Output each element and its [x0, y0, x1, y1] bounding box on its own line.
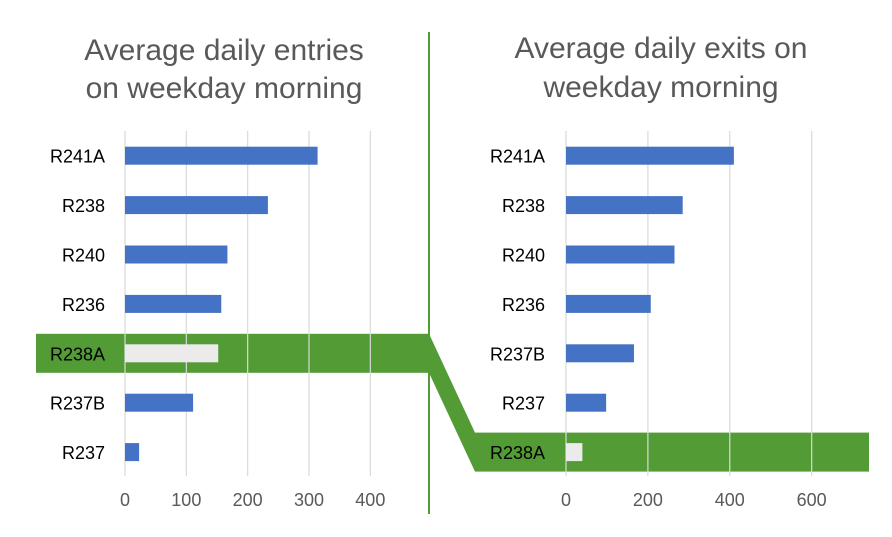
- entries-chart-title-line-1: Average daily entries: [84, 34, 364, 67]
- entries-bar-r238a: [125, 344, 219, 363]
- exits-category-label-r240: R240: [502, 246, 545, 266]
- highlight-band-layer: [36, 333, 869, 472]
- entries-bar-r241a: [125, 146, 318, 165]
- exits-x-tick-label: 400: [715, 490, 745, 510]
- exits-x-tick-label: 0: [561, 490, 571, 510]
- entries-category-label-r237: R237: [62, 443, 105, 463]
- entries-category-label-r236: R236: [62, 295, 105, 315]
- entries-x-tick-label: 200: [233, 490, 263, 510]
- entries-category-label-r240: R240: [62, 246, 105, 266]
- entries-x-tick-label: 100: [171, 490, 201, 510]
- exits-category-label-r241a: R241A: [490, 147, 545, 167]
- entries-bar-r236: [125, 294, 222, 313]
- exits-category-label-r238: R238: [502, 196, 545, 216]
- exits-bar-r237: [566, 393, 607, 412]
- exits-bar-r238: [566, 196, 683, 215]
- entries-bar-r238: [125, 196, 268, 215]
- entries-category-label-r237b: R237B: [50, 394, 105, 414]
- exits-bar-r237b: [566, 344, 634, 363]
- entries-bar-r237: [125, 443, 140, 462]
- entries-category-label-r238: R238: [62, 196, 105, 216]
- entries-chart: Average daily entries on weekday morning…: [50, 34, 385, 510]
- exits-bar-r236: [566, 294, 651, 313]
- entries-highlight-band: [36, 333, 429, 373]
- entries-bar-r237b: [125, 393, 194, 412]
- entries-x-tick-label: 0: [120, 490, 130, 510]
- exits-bar-r241a: [566, 146, 734, 165]
- exits-category-label-r237b: R237B: [490, 344, 545, 364]
- highlight-connector: [429, 333, 475, 472]
- exits-chart-title-line-1: Average daily exits on: [515, 32, 808, 65]
- exits-bar-r240: [566, 245, 675, 264]
- exits-chart-title-line-2: weekday morning: [542, 71, 778, 104]
- entries-category-label-r238a: R238A: [50, 344, 105, 364]
- exits-chart: Average daily exits on weekday morning R…: [490, 32, 827, 510]
- entries-bar-r240: [125, 245, 228, 264]
- exits-bar-r238a: [566, 443, 583, 462]
- exits-category-label-r236: R236: [502, 295, 545, 315]
- entries-x-tick-label: 300: [294, 490, 324, 510]
- entries-chart-title-line-2: on weekday morning: [86, 72, 363, 105]
- exits-x-tick-label: 200: [633, 490, 663, 510]
- exits-category-label-r237: R237: [502, 394, 545, 414]
- exits-highlight-band: [475, 432, 869, 472]
- exits-category-label-r238a: R238A: [490, 443, 545, 463]
- entries-x-tick-label: 400: [355, 490, 385, 510]
- exits-x-tick-label: 600: [797, 490, 827, 510]
- entries-category-label-r241a: R241A: [50, 147, 105, 167]
